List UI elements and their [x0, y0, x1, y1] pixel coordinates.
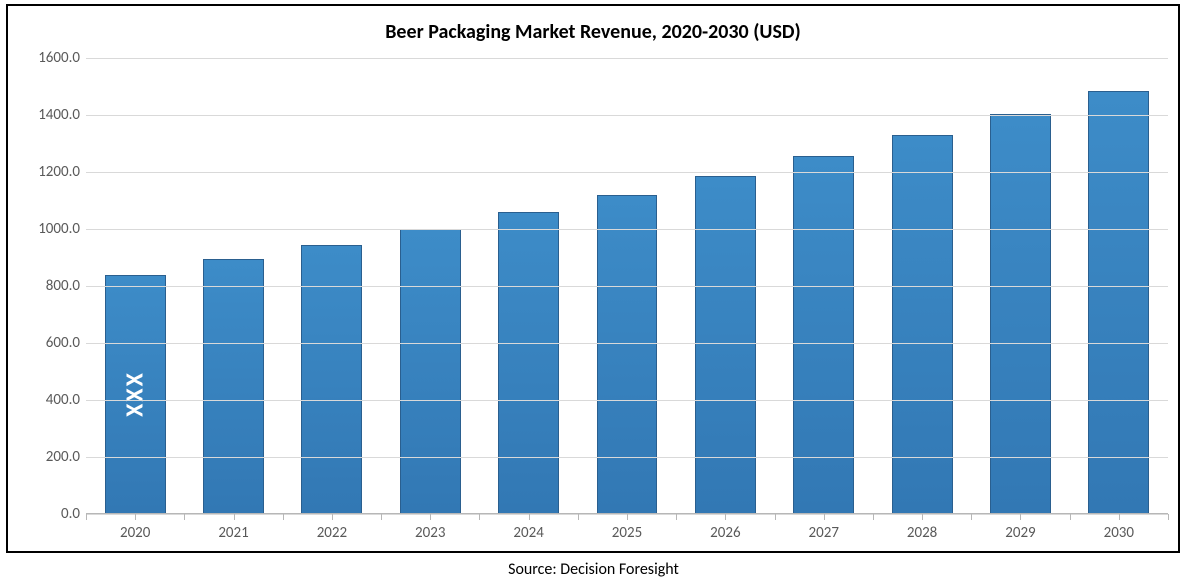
- bar: [203, 259, 264, 514]
- y-tick-label: 200.0: [20, 448, 80, 466]
- bar: [793, 156, 854, 514]
- gridline: [86, 172, 1168, 173]
- bar: [498, 212, 559, 514]
- x-tick: [676, 514, 677, 520]
- bar: XXX: [105, 275, 166, 514]
- bar: [990, 114, 1051, 514]
- x-tick-label: 2030: [1104, 524, 1134, 542]
- gridline: [86, 457, 1168, 458]
- bar: [400, 229, 461, 514]
- y-tick-label: 0.0: [20, 505, 80, 523]
- x-tick: [627, 514, 628, 520]
- x-tick-label: 2022: [317, 524, 347, 542]
- x-tick-label: 2029: [1005, 524, 1035, 542]
- bar: [597, 195, 658, 514]
- x-tick: [283, 514, 284, 520]
- x-tick: [135, 514, 136, 520]
- x-tick: [332, 514, 333, 520]
- x-tick: [430, 514, 431, 520]
- x-tick-label: 2020: [120, 524, 150, 542]
- bar: [1088, 91, 1149, 514]
- x-tick: [1119, 514, 1120, 520]
- x-tick: [873, 514, 874, 520]
- x-tick-label: 2027: [809, 524, 839, 542]
- y-tick-label: 400.0: [20, 391, 80, 409]
- x-tick: [86, 514, 87, 520]
- x-tick: [479, 514, 480, 520]
- chart-title: Beer Packaging Market Revenue, 2020-2030…: [8, 20, 1178, 44]
- gridline: [86, 58, 1168, 59]
- source-caption: Source: Decision Foresight: [0, 560, 1187, 579]
- x-tick-label: 2026: [710, 524, 740, 542]
- x-tick: [184, 514, 185, 520]
- gridline: [86, 286, 1168, 287]
- x-tick: [775, 514, 776, 520]
- x-tick-label: 2023: [415, 524, 445, 542]
- x-tick: [971, 514, 972, 520]
- x-tick-label: 2028: [907, 524, 937, 542]
- x-tick: [234, 514, 235, 520]
- x-tick-label: 2025: [612, 524, 642, 542]
- x-tick: [922, 514, 923, 520]
- x-tick: [824, 514, 825, 520]
- y-tick-label: 1000.0: [20, 220, 80, 238]
- x-tick: [529, 514, 530, 520]
- y-tick-label: 1600.0: [20, 49, 80, 67]
- gridline: [86, 115, 1168, 116]
- y-tick-label: 1200.0: [20, 163, 80, 181]
- plot-area: XXX: [86, 58, 1168, 514]
- x-tick-label: 2021: [218, 524, 248, 542]
- gridline: [86, 400, 1168, 401]
- bar: [695, 176, 756, 514]
- x-tick: [578, 514, 579, 520]
- x-tick: [1070, 514, 1071, 520]
- y-tick-label: 1400.0: [20, 106, 80, 124]
- x-tick: [1168, 514, 1169, 520]
- y-tick-label: 600.0: [20, 334, 80, 352]
- x-tick: [1020, 514, 1021, 520]
- y-tick-label: 800.0: [20, 277, 80, 295]
- bar-overlay-text: XXX: [121, 371, 150, 417]
- chart-container: Beer Packaging Market Revenue, 2020-2030…: [0, 0, 1187, 585]
- x-tick: [725, 514, 726, 520]
- chart-frame: Beer Packaging Market Revenue, 2020-2030…: [6, 4, 1180, 553]
- gridline: [86, 343, 1168, 344]
- x-tick-label: 2024: [513, 524, 543, 542]
- x-tick: [381, 514, 382, 520]
- gridline: [86, 229, 1168, 230]
